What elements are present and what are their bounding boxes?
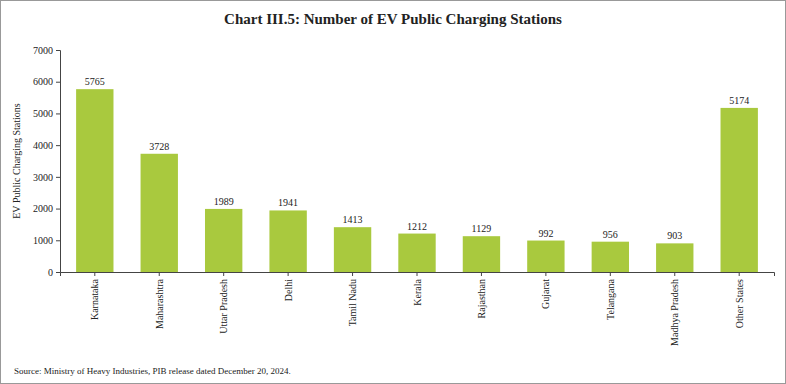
- y-tick-mark: [56, 145, 60, 146]
- x-axis-line: [61, 273, 775, 277]
- data-label: 5765: [85, 76, 105, 87]
- y-tick-mark: [56, 272, 60, 273]
- y-tick-mark: [56, 209, 60, 210]
- x-tick: Uttar Pradesh: [218, 272, 229, 334]
- data-label: 5174: [729, 95, 749, 106]
- bar: [269, 210, 306, 272]
- x-tick-mark: [481, 272, 482, 276]
- x-tick-mark: [159, 272, 160, 276]
- y-tick-mark: [56, 82, 60, 83]
- x-tick: Karnataka: [89, 272, 100, 320]
- y-tick: 1000: [33, 235, 60, 246]
- x-tick-mark: [417, 272, 418, 276]
- x-tick-label: Tamil Nadu: [347, 279, 358, 326]
- x-tick-mark: [352, 272, 353, 276]
- y-tick: 2000: [33, 203, 60, 214]
- data-label: 1413: [343, 214, 363, 225]
- y-tick: 0: [48, 267, 60, 278]
- x-tick: Gujarat: [540, 272, 551, 309]
- x-axis: Karnataka Maharashtra Uttar Pradesh Delhi Ta…: [61, 272, 775, 346]
- bar: [656, 243, 693, 272]
- x-tick: Madhya Pradesh: [669, 272, 680, 346]
- x-tick-mark: [223, 272, 224, 276]
- y-tick-mark: [56, 50, 60, 51]
- x-tick: Kerala: [412, 272, 423, 306]
- data-label: 1129: [472, 223, 492, 234]
- x-tick-label: Rajasthan: [476, 279, 487, 318]
- y-tick: 3000: [33, 172, 60, 183]
- x-tick-mark: [94, 272, 95, 276]
- data-label: 3728: [149, 141, 169, 152]
- bar: [721, 108, 758, 272]
- x-tick: Delhi: [283, 272, 294, 301]
- y-tick: 4000: [33, 140, 60, 151]
- data-label: 903: [667, 230, 682, 241]
- bar: [398, 234, 435, 272]
- x-tick: Other States: [734, 272, 745, 328]
- y-tick: 7000: [33, 45, 60, 56]
- bar: [592, 242, 629, 272]
- x-tick: Maharashtra: [154, 272, 165, 329]
- x-tick-mark: [610, 272, 611, 276]
- x-tick-mark: [674, 272, 675, 276]
- bar: [76, 89, 113, 272]
- bar: [463, 236, 500, 272]
- y-tick-label: 0: [48, 267, 53, 278]
- x-tick-label: Karnataka: [89, 278, 100, 320]
- x-tick-label: Uttar Pradesh: [218, 279, 229, 334]
- bar: [141, 154, 178, 272]
- y-tick: 5000: [33, 108, 60, 119]
- x-tick-label: Telangana: [605, 278, 616, 320]
- bars: [76, 89, 758, 272]
- x-tick-label: Maharashtra: [154, 278, 165, 329]
- x-tick-mark: [545, 272, 546, 276]
- y-tick-label: 1000: [33, 235, 53, 246]
- frame: [1, 1, 786, 384]
- x-tick-label: Gujarat: [540, 279, 551, 309]
- x-tick: Rajasthan: [476, 272, 487, 318]
- y-tick-mark: [56, 240, 60, 241]
- bar: [527, 241, 564, 272]
- y-tick-label: 6000: [33, 76, 53, 87]
- data-label: 1212: [407, 221, 427, 232]
- title: Chart III.5: Number of EV Public Chargin…: [224, 11, 562, 27]
- chart: Chart III.5: Number of EV Public Chargin…: [0, 0, 786, 384]
- y-tick-label: 7000: [33, 45, 53, 56]
- x-tick-mark: [739, 272, 740, 276]
- data-label: 1989: [214, 196, 234, 207]
- y-tick-mark: [56, 177, 60, 178]
- source-note: Source: Ministry of Heavy Industries, PI…: [14, 366, 291, 376]
- plot: 5765 3728 1989 1941 1413 1212 1129 992 956 903 517…: [33, 45, 775, 346]
- y-tick-label: 5000: [33, 108, 53, 119]
- y-axis: 0 1000 2000 3000 4000 5000 6000 7000: [33, 45, 61, 278]
- x-tick-mark: [288, 272, 289, 276]
- data-label: 956: [603, 229, 618, 240]
- x-tick-label: Other States: [734, 279, 745, 328]
- bar: [205, 209, 242, 272]
- data-label: 992: [538, 228, 553, 239]
- data-labels: 5765 3728 1989 1941 1413 1212 1129 992 956 903 517…: [85, 76, 749, 241]
- y-tick-label: 3000: [33, 172, 53, 183]
- x-tick-label: Delhi: [283, 279, 294, 301]
- x-tick-label: Madhya Pradesh: [669, 279, 680, 346]
- y-axis-title: EV Public Charging Stations: [11, 103, 22, 219]
- y-tick: 6000: [33, 76, 60, 87]
- bar: [334, 227, 371, 272]
- y-tick-mark: [56, 113, 60, 114]
- data-label: 1941: [278, 197, 298, 208]
- y-axis-line: [56, 51, 61, 273]
- y-tick-label: 2000: [33, 203, 53, 214]
- y-tick-label: 4000: [33, 140, 53, 151]
- x-tick: Tamil Nadu: [347, 272, 358, 326]
- x-tick-label: Kerala: [412, 278, 423, 305]
- x-tick: Telangana: [605, 272, 616, 320]
